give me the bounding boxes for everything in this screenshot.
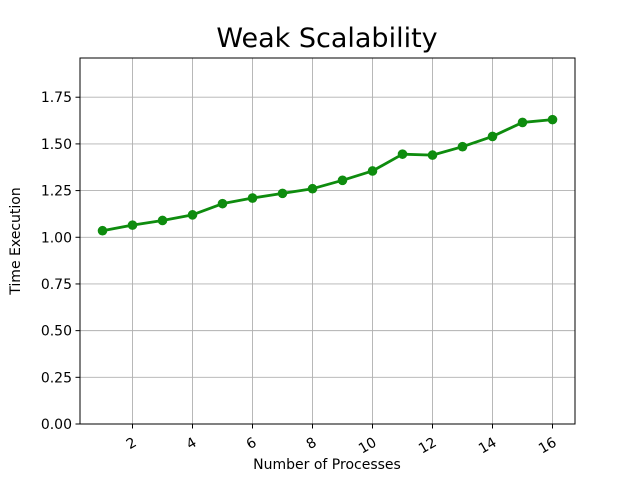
x-tick-label: 6: [244, 435, 260, 453]
data-point: [427, 150, 438, 160]
data-point: [277, 188, 288, 199]
x-tick-label: 12: [416, 435, 439, 458]
y-tick-label: 1.00: [41, 230, 72, 246]
axes-spines: [79, 57, 576, 425]
series-layer: [97, 114, 558, 236]
y-axis-label: Time Execution: [8, 187, 24, 295]
data-point: [217, 198, 228, 209]
data-point: [457, 141, 468, 152]
data-point: [367, 166, 378, 176]
chart-title: Weak Scalability: [216, 23, 437, 54]
data-point: [157, 215, 168, 226]
y-tick-label: 0.75: [41, 277, 72, 293]
data-point: [517, 117, 528, 128]
plot-border: [79, 57, 576, 425]
x-axis-label: Number of Processes: [253, 457, 401, 473]
series-line: [102, 118, 553, 233]
x-tick-label: 8: [304, 435, 320, 453]
data-point: [307, 183, 318, 194]
x-tick-label: 14: [476, 435, 500, 458]
data-point: [487, 131, 498, 142]
data-point: [97, 225, 108, 236]
y-tick-label: 1.25: [41, 184, 72, 200]
y-tick-label: 0.00: [41, 417, 72, 433]
y-tick-label: 0.25: [41, 370, 72, 386]
y-tick-label: 1.75: [41, 90, 72, 106]
data-point: [397, 149, 408, 159]
y-tick-label: 1.50: [41, 137, 72, 153]
data-point: [127, 220, 138, 230]
x-tick-label: 2: [124, 435, 140, 453]
y-tick-label: 0.50: [41, 324, 72, 340]
x-tick-label: 16: [536, 435, 560, 458]
data-point: [337, 175, 348, 186]
gridline-layer: [80, 58, 575, 425]
data-point: [187, 210, 198, 220]
data-point: [547, 114, 558, 125]
tick-layer: 2 4 6 8 10 12 14 16 0.00 0.25 0.50 0.75 1.00 1.25 1.50…: [41, 90, 560, 457]
x-tick-label: 10: [356, 435, 379, 458]
data-point: [247, 193, 258, 203]
x-tick-label: 4: [184, 435, 200, 453]
